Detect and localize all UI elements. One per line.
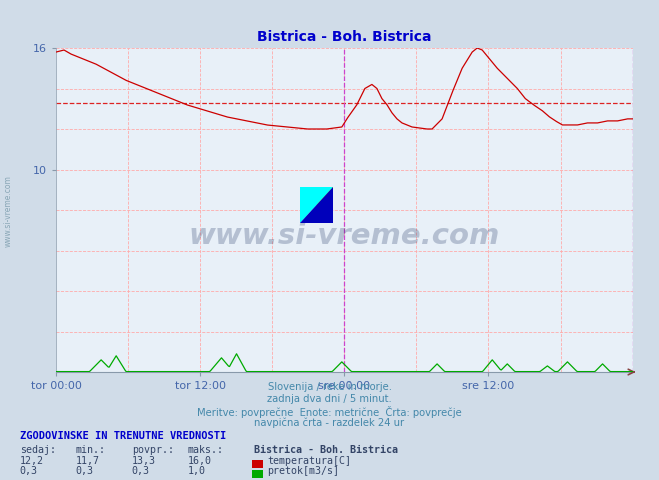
Text: Slovenija / reke in morje.: Slovenija / reke in morje.	[268, 382, 391, 392]
Text: 0,3: 0,3	[132, 466, 150, 476]
Text: www.si-vreme.com: www.si-vreme.com	[188, 222, 500, 250]
Polygon shape	[300, 187, 333, 223]
Text: Bistrica - Boh. Bistrica: Bistrica - Boh. Bistrica	[254, 444, 398, 455]
Text: www.si-vreme.com: www.si-vreme.com	[3, 175, 13, 247]
Text: 0,3: 0,3	[76, 466, 94, 476]
Text: sedaj:: sedaj:	[20, 444, 56, 455]
Text: min.:: min.:	[76, 444, 106, 455]
Text: 13,3: 13,3	[132, 456, 156, 466]
Text: zadnja dva dni / 5 minut.: zadnja dva dni / 5 minut.	[267, 394, 392, 404]
Text: pretok[m3/s]: pretok[m3/s]	[267, 466, 339, 476]
Text: maks.:: maks.:	[188, 444, 224, 455]
Text: ZGODOVINSKE IN TRENUTNE VREDNOSTI: ZGODOVINSKE IN TRENUTNE VREDNOSTI	[20, 431, 226, 441]
Text: 1,0: 1,0	[188, 466, 206, 476]
Text: navpična črta - razdelek 24 ur: navpična črta - razdelek 24 ur	[254, 418, 405, 428]
Text: 11,7: 11,7	[76, 456, 100, 466]
Text: Meritve: povprečne  Enote: metrične  Črta: povprečje: Meritve: povprečne Enote: metrične Črta:…	[197, 406, 462, 418]
Polygon shape	[300, 187, 333, 223]
Text: 16,0: 16,0	[188, 456, 212, 466]
Polygon shape	[300, 187, 333, 223]
Text: 12,2: 12,2	[20, 456, 43, 466]
Text: povpr.:: povpr.:	[132, 444, 174, 455]
Text: 0,3: 0,3	[20, 466, 38, 476]
Text: temperatura[C]: temperatura[C]	[267, 456, 351, 466]
Title: Bistrica - Boh. Bistrica: Bistrica - Boh. Bistrica	[257, 30, 432, 44]
